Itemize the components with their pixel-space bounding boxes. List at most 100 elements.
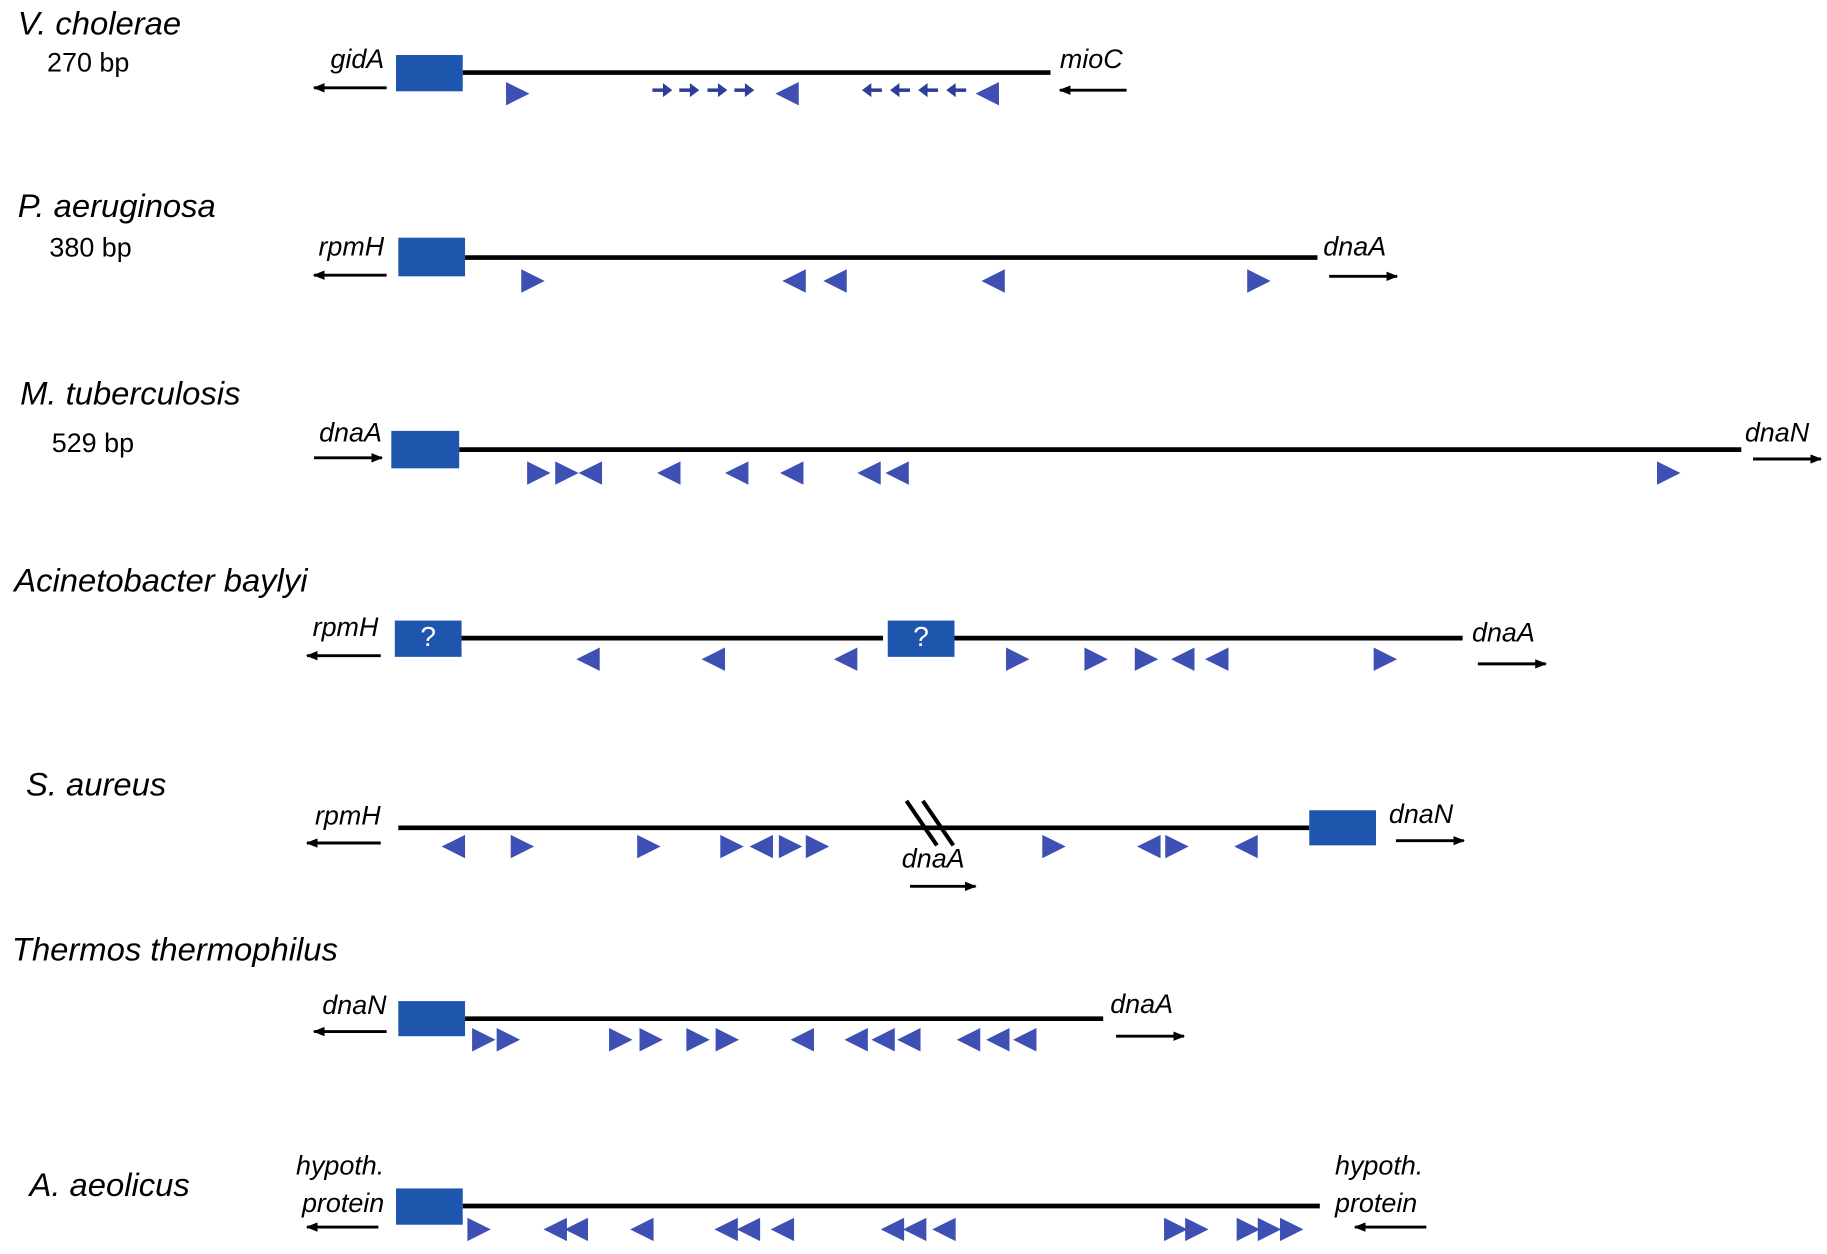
binding-site xyxy=(1084,647,1108,671)
binding-site xyxy=(472,1028,496,1052)
binding-site xyxy=(880,1217,905,1242)
binding-site xyxy=(639,1028,663,1052)
binding-site xyxy=(724,461,749,485)
origin-length: 270 bp xyxy=(47,48,129,78)
binding-site xyxy=(981,269,1005,293)
binding-site xyxy=(833,647,858,671)
organism-name: M. tuberculosis xyxy=(20,374,240,411)
binding-site xyxy=(506,81,530,106)
gene-label: dnaA xyxy=(1472,618,1535,648)
box xyxy=(887,620,955,657)
binding-site xyxy=(1205,647,1229,671)
binding-site xyxy=(527,461,551,485)
binding-site xyxy=(749,834,773,859)
gene-label: dnaA xyxy=(319,418,382,448)
binding-site xyxy=(1042,834,1066,859)
binding-site xyxy=(1234,834,1258,859)
binding-site xyxy=(885,461,909,485)
binding-site xyxy=(609,1028,633,1052)
small-site-head xyxy=(946,83,956,98)
binding-site xyxy=(770,1217,795,1242)
binding-site xyxy=(1279,1217,1304,1242)
binding-site xyxy=(1134,647,1159,671)
binding-site xyxy=(1257,1217,1282,1242)
binding-site xyxy=(720,834,744,859)
binding-site xyxy=(714,1217,738,1242)
box xyxy=(1309,810,1376,846)
binding-site xyxy=(1164,1217,1188,1242)
gene-label: hypoth. xyxy=(296,1150,384,1180)
binding-site xyxy=(1236,1217,1261,1242)
gene-label: hypoth. xyxy=(1335,1150,1423,1180)
binding-site xyxy=(805,834,830,859)
gene-label: dnaA xyxy=(1110,989,1173,1019)
binding-site xyxy=(701,647,725,671)
binding-site xyxy=(778,834,803,859)
gene-label: gidA xyxy=(330,44,384,74)
binding-site xyxy=(510,834,535,859)
binding-site xyxy=(578,461,603,485)
binding-site xyxy=(441,834,466,859)
small-site-head xyxy=(689,83,700,98)
binding-site xyxy=(1247,269,1271,293)
binding-site xyxy=(630,1217,654,1242)
gene-label: dnaN xyxy=(1745,418,1810,448)
box xyxy=(395,1188,463,1225)
small-site-head xyxy=(890,83,900,98)
organism-name: Acinetobacter baylyi xyxy=(12,562,309,599)
binding-site xyxy=(736,1217,761,1242)
binding-site xyxy=(932,1217,956,1242)
binding-site xyxy=(1005,647,1030,671)
gene-label: rpmH xyxy=(318,231,384,261)
binding-site xyxy=(1373,647,1398,671)
gene-label: protein xyxy=(301,1188,384,1218)
binding-site xyxy=(564,1217,588,1242)
organism-name: A. aeolicus xyxy=(27,1166,189,1203)
binding-site xyxy=(1137,834,1161,859)
box-label: ? xyxy=(420,621,436,652)
organism-name: P. aeruginosa xyxy=(18,187,216,224)
binding-site xyxy=(956,1028,981,1052)
binding-site xyxy=(637,834,661,859)
binding-site xyxy=(902,1217,927,1242)
binding-site xyxy=(1657,461,1681,485)
organism-name: V. cholerae xyxy=(18,4,181,41)
small-site-head xyxy=(662,83,673,98)
binding-site xyxy=(871,1028,895,1052)
gene-label: dnaN xyxy=(322,990,387,1020)
gene-label: mioC xyxy=(1060,44,1123,74)
small-site-head xyxy=(717,83,728,98)
binding-site xyxy=(467,1217,491,1242)
binding-site xyxy=(986,1028,1010,1052)
binding-site xyxy=(1013,1028,1037,1052)
binding-site xyxy=(686,1028,710,1052)
gene-label: dnaA xyxy=(1323,231,1386,261)
binding-site xyxy=(657,461,681,485)
box-label: ? xyxy=(913,621,929,652)
box xyxy=(394,620,462,657)
binding-site xyxy=(1171,647,1195,671)
binding-site xyxy=(576,647,600,671)
gene-label: dnaN xyxy=(1389,799,1454,829)
binding-site xyxy=(780,461,804,485)
gene-label: rpmH xyxy=(315,800,381,830)
box xyxy=(395,55,463,92)
binding-site xyxy=(782,269,806,293)
small-site-head xyxy=(744,83,755,98)
organism-name: Thermos thermophilus xyxy=(12,931,338,968)
binding-site xyxy=(715,1028,740,1052)
origin-length: 529 bp xyxy=(52,428,134,458)
gene-label: rpmH xyxy=(313,612,379,642)
binding-site xyxy=(496,1028,521,1052)
small-site-head xyxy=(918,83,928,98)
binding-site xyxy=(1185,1217,1209,1242)
break-mark xyxy=(921,799,956,847)
break-mark xyxy=(904,799,939,847)
binding-site xyxy=(975,81,999,106)
box xyxy=(398,1001,466,1037)
binding-site xyxy=(857,461,881,485)
binding-site xyxy=(897,1028,921,1052)
gene-label: dnaA xyxy=(902,844,965,874)
binding-site xyxy=(790,1028,814,1052)
organism-name: S. aureus xyxy=(26,765,166,802)
